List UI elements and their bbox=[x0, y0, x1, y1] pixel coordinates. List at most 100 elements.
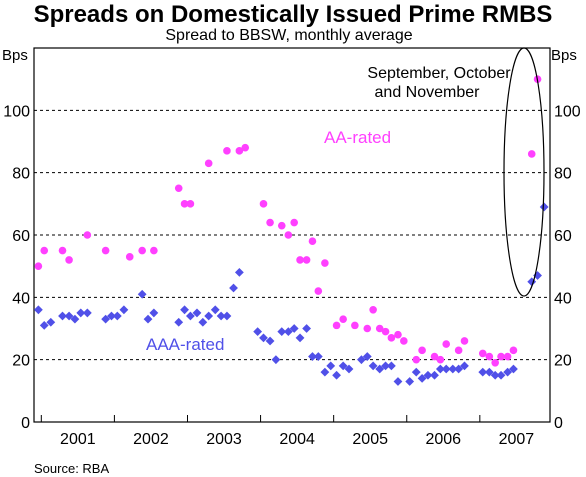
point-aaa-rated-38 bbox=[326, 361, 336, 371]
point-aaa-rated-66 bbox=[533, 271, 542, 280]
point-aaa-rated-19 bbox=[198, 317, 208, 327]
point-aaa-rated-53 bbox=[430, 370, 439, 380]
y-tick-left-40: 40 bbox=[12, 290, 30, 307]
point-aaa-rated-54 bbox=[435, 364, 445, 374]
point-aaa-rated-55 bbox=[441, 364, 451, 374]
point-aaa-rated-8 bbox=[101, 314, 111, 324]
series-label-aaa-rated: AAA-rated bbox=[146, 335, 224, 354]
point-aaa-rated-64 bbox=[509, 364, 518, 374]
point-aaa-rated-29 bbox=[271, 355, 281, 365]
y-unit-right: Bps bbox=[551, 47, 577, 64]
point-aa-rated-30 bbox=[369, 306, 377, 314]
point-aaa-rated-34 bbox=[302, 324, 312, 333]
point-aa-rated-33 bbox=[387, 334, 396, 342]
point-aa-rated-43 bbox=[478, 349, 487, 358]
point-aa-rated-14 bbox=[235, 147, 244, 155]
annotation-ellipse bbox=[503, 47, 545, 297]
source-note: Source: RBA bbox=[34, 461, 109, 476]
point-aa-rated-47 bbox=[503, 352, 512, 361]
y-unit-left: Bps bbox=[2, 47, 28, 64]
point-aaa-rated-42 bbox=[357, 355, 366, 365]
point-aaa-rated-6 bbox=[76, 308, 86, 318]
point-aa-rated-7 bbox=[138, 246, 146, 255]
point-aa-rated-35 bbox=[400, 337, 408, 345]
point-aa-rated-3 bbox=[65, 256, 73, 264]
point-aaa-rated-57 bbox=[454, 364, 464, 374]
point-aaa-rated-33 bbox=[295, 333, 305, 343]
plot-frame bbox=[33, 47, 551, 423]
point-aa-rated-10 bbox=[180, 200, 189, 208]
point-aaa-rated-32 bbox=[289, 324, 299, 333]
y-tick-right-100: 100 bbox=[554, 103, 581, 120]
point-aaa-rated-5 bbox=[70, 314, 80, 324]
point-aaa-rated-59 bbox=[478, 367, 488, 377]
point-aaa-rated-4 bbox=[64, 311, 74, 321]
point-aaa-rated-10 bbox=[112, 311, 122, 321]
point-aaa-rated-62 bbox=[496, 370, 506, 380]
point-aaa-rated-37 bbox=[320, 367, 330, 377]
point-aaa-rated-44 bbox=[368, 361, 378, 371]
x-tick-2003: 2003 bbox=[206, 431, 242, 448]
point-aaa-rated-1 bbox=[39, 320, 49, 330]
point-aaa-rated-18 bbox=[192, 308, 202, 318]
y-tick-right-0: 0 bbox=[554, 415, 563, 432]
point-aa-rated-6 bbox=[125, 253, 134, 261]
point-aa-rated-41 bbox=[454, 346, 463, 355]
point-aaa-rated-9 bbox=[107, 311, 116, 321]
point-aaa-rated-51 bbox=[417, 373, 427, 383]
point-aa-rated-4 bbox=[83, 231, 92, 239]
point-aaa-rated-45 bbox=[375, 364, 385, 374]
point-aaa-rated-56 bbox=[448, 364, 458, 374]
point-aaa-rated-2 bbox=[46, 317, 56, 327]
point-aa-rated-18 bbox=[277, 221, 286, 230]
point-aaa-rated-39 bbox=[332, 370, 341, 380]
point-aa-rated-40 bbox=[442, 340, 451, 348]
point-aaa-rated-58 bbox=[460, 361, 469, 371]
point-aa-rated-23 bbox=[308, 237, 317, 246]
point-aa-rated-26 bbox=[332, 321, 341, 330]
point-aaa-rated-23 bbox=[222, 311, 232, 321]
x-ticks: 2001 2002 2003 2004 2005 2006 2007 bbox=[40, 415, 535, 448]
point-aaa-rated-41 bbox=[344, 364, 354, 374]
point-aaa-rated-40 bbox=[338, 361, 348, 371]
y-tick-left-80: 80 bbox=[12, 166, 30, 183]
point-aaa-rated-63 bbox=[503, 367, 513, 377]
point-aa-rated-1 bbox=[40, 246, 49, 255]
point-aaa-rated-67 bbox=[539, 202, 549, 212]
point-aaa-rated-15 bbox=[174, 317, 184, 327]
point-aaa-rated-24 bbox=[229, 283, 238, 293]
point-aaa-rated-0 bbox=[33, 305, 43, 315]
point-aaa-rated-21 bbox=[210, 305, 220, 315]
point-aa-rated-32 bbox=[381, 327, 390, 336]
y-tick-left-60: 60 bbox=[12, 228, 30, 245]
point-aa-rated-48 bbox=[509, 346, 518, 355]
annotation-line-2: and November bbox=[375, 84, 481, 101]
point-aaa-rated-25 bbox=[234, 268, 244, 277]
point-aa-rated-16 bbox=[259, 200, 268, 208]
y-tick-right-40: 40 bbox=[554, 290, 572, 307]
data-points bbox=[33, 75, 549, 386]
point-aa-rated-20 bbox=[290, 218, 298, 227]
point-aa-rated-44 bbox=[485, 352, 494, 361]
point-aa-rated-27 bbox=[339, 315, 347, 323]
y-tick-right-60: 60 bbox=[554, 228, 572, 245]
point-aaa-rated-27 bbox=[259, 333, 268, 343]
point-aaa-rated-20 bbox=[204, 311, 214, 321]
point-aa-rated-15 bbox=[241, 143, 250, 152]
x-tick-2007: 2007 bbox=[499, 431, 535, 448]
point-aaa-rated-28 bbox=[265, 336, 275, 346]
point-aaa-rated-17 bbox=[186, 311, 195, 321]
y-tick-right-20: 20 bbox=[554, 353, 572, 370]
point-aaa-rated-61 bbox=[490, 370, 500, 380]
point-aa-rated-29 bbox=[363, 324, 372, 333]
point-aaa-rated-60 bbox=[484, 367, 494, 377]
point-aa-rated-21 bbox=[296, 256, 304, 264]
point-aa-rated-2 bbox=[58, 246, 67, 255]
point-aaa-rated-49 bbox=[405, 377, 415, 386]
point-aaa-rated-22 bbox=[216, 311, 226, 321]
point-aa-rated-38 bbox=[430, 352, 439, 361]
point-aa-rated-17 bbox=[266, 218, 274, 227]
point-aaa-rated-65 bbox=[527, 277, 537, 287]
point-aa-rated-25 bbox=[321, 259, 329, 267]
point-aa-rated-11 bbox=[186, 200, 195, 208]
